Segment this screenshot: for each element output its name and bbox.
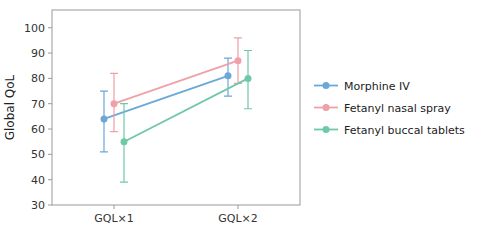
y-tick-label: 90 (31, 47, 45, 60)
data-point (111, 100, 118, 107)
y-tick-label: 100 (24, 22, 45, 35)
y-tick (48, 154, 52, 155)
legend-label: Fetanyl nasal spray (344, 102, 451, 115)
data-point (235, 57, 242, 64)
series-line (124, 78, 248, 141)
data-point (245, 75, 252, 82)
error-bar (100, 91, 108, 152)
data-point (225, 72, 232, 79)
legend-marker (323, 82, 330, 89)
legend-marker (323, 104, 330, 111)
x-tick (238, 205, 239, 209)
y-tick-label: 40 (31, 174, 45, 187)
chart: 30 40 50 60 70 80 90 100 GQL×1 GQL×2 Global QoL Mor… (0, 0, 500, 240)
plot-area (100, 38, 252, 182)
y-tick-label: 30 (31, 199, 45, 212)
x-tick-label: GQL×1 (94, 212, 134, 225)
legend: Morphine IV Fetanyl nasal spray Fetanyl bu… (314, 80, 465, 137)
y-tick (48, 179, 52, 180)
y-tick (48, 78, 52, 79)
y-tick (48, 205, 52, 206)
y-tick (48, 129, 52, 130)
y-tick-label: 70 (31, 98, 45, 111)
y-tick (48, 103, 52, 104)
y-tick (48, 53, 52, 54)
data-point (121, 138, 128, 145)
series-line (114, 61, 238, 104)
plot-frame (52, 10, 300, 205)
legend-marker (323, 126, 330, 133)
legend-label: Morphine IV (344, 80, 410, 93)
error-bar (244, 51, 252, 109)
x-tick-label: GQL×2 (218, 212, 258, 225)
error-bar (120, 104, 128, 183)
error-bar (110, 73, 118, 131)
error-bar (234, 38, 242, 84)
y-tick-label: 50 (31, 148, 45, 161)
y-tick (48, 27, 52, 28)
data-point (101, 115, 108, 122)
y-tick-label: 80 (31, 72, 45, 85)
legend-label: Fetanyl buccal tablets (344, 124, 465, 137)
x-tick (114, 205, 115, 209)
y-axis-label: Global QoL (3, 74, 17, 140)
y-tick-label: 60 (31, 123, 45, 136)
